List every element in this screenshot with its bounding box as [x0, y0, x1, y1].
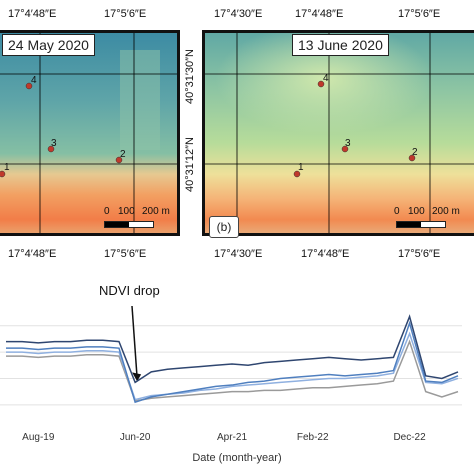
sample-point-2[interactable]: 2: [408, 147, 418, 162]
series-line-1: [6, 314, 459, 384]
x-tick-label: Feb-22: [296, 432, 329, 443]
scale-end-label: 200 m: [432, 206, 460, 217]
map-raster-b: 1 2 3 4: [202, 30, 474, 236]
panel-b-top-lon-2: 17°4′48″E: [295, 8, 344, 20]
scale-mid-label: 100: [408, 206, 425, 217]
panel-a-date: 24 May 2020: [2, 34, 95, 56]
panel-b-bottom-lon-1: 17°4′30″E: [214, 248, 263, 260]
svg-text:3: 3: [345, 138, 351, 149]
scale-end-label: 200 m: [142, 206, 170, 217]
panel-b-bottom-lon-2: 17°4′48″E: [301, 248, 350, 260]
svg-text:1: 1: [4, 162, 10, 173]
series-line-4: [6, 339, 459, 402]
panel-b-tag: (b): [209, 216, 239, 238]
sample-point-2[interactable]: 2: [115, 149, 126, 164]
annotation-arrow-head: [132, 372, 142, 382]
svg-text:2: 2: [120, 149, 126, 160]
series-line-2: [6, 320, 459, 404]
scalebar-a: [104, 221, 154, 228]
scale-zero-label: 0: [394, 206, 400, 217]
panel-a-top-lon-2: 17°5′6″E: [104, 8, 147, 20]
sample-point-3[interactable]: 3: [341, 138, 351, 153]
panel-a-top-lon-1: 17°4′48″E: [8, 8, 57, 20]
sample-point-3[interactable]: 3: [47, 138, 57, 153]
map-panel-a[interactable]: 1 2 3 4: [0, 30, 180, 236]
x-tick-label: Apr-21: [216, 432, 248, 443]
sample-point-4[interactable]: 4: [25, 75, 37, 90]
annotation-arrow: [131, 305, 142, 382]
ndvi-chart: [0, 305, 462, 406]
map-panel-b[interactable]: 1 2 3 4: [202, 30, 474, 236]
chart-series: [6, 314, 459, 404]
x-axis-label: Date (month-year): [192, 452, 282, 464]
map-raster-a: 1 2 3 4: [0, 30, 180, 236]
panel-b-date: 13 June 2020: [292, 34, 389, 56]
annotation-arrow-shaft: [131, 305, 138, 379]
scalebar-b: [396, 221, 446, 228]
svg-text:3: 3: [51, 138, 57, 149]
panel-b-bottom-lon-3: 17°5′6″E: [398, 248, 441, 260]
lat-label-2: 40°31′12″N: [184, 136, 196, 192]
series-line-3: [6, 331, 459, 401]
panel-b-top-lon-1: 17°4′30″E: [214, 8, 263, 20]
sample-point-1[interactable]: 1: [0, 162, 10, 178]
svg-text:4: 4: [31, 75, 37, 86]
lat-label-1: 40°31′30″N: [184, 48, 196, 104]
sample-point-1[interactable]: 1: [293, 162, 304, 178]
svg-text:4: 4: [323, 73, 329, 84]
x-tick-label: Dec-22: [393, 432, 426, 443]
panel-a-bottom-lon-2: 17°5′6″E: [104, 248, 147, 260]
lat-label-strip: [180, 30, 202, 236]
scale-zero-label: 0: [104, 206, 110, 217]
chart-annotation: NDVI drop: [99, 283, 160, 298]
panel-a-bottom-lon-1: 17°4′48″E: [8, 248, 57, 260]
x-tick-label: Aug-19: [22, 432, 55, 443]
chart-grid: [0, 325, 462, 406]
x-tick-label: Jun-20: [119, 432, 151, 443]
scale-mid-label: 100: [118, 206, 135, 217]
svg-text:1: 1: [298, 162, 304, 173]
sample-point-4[interactable]: 4: [317, 73, 329, 88]
panel-b-top-lon-3: 17°5′6″E: [398, 8, 441, 20]
svg-text:2: 2: [412, 147, 418, 158]
